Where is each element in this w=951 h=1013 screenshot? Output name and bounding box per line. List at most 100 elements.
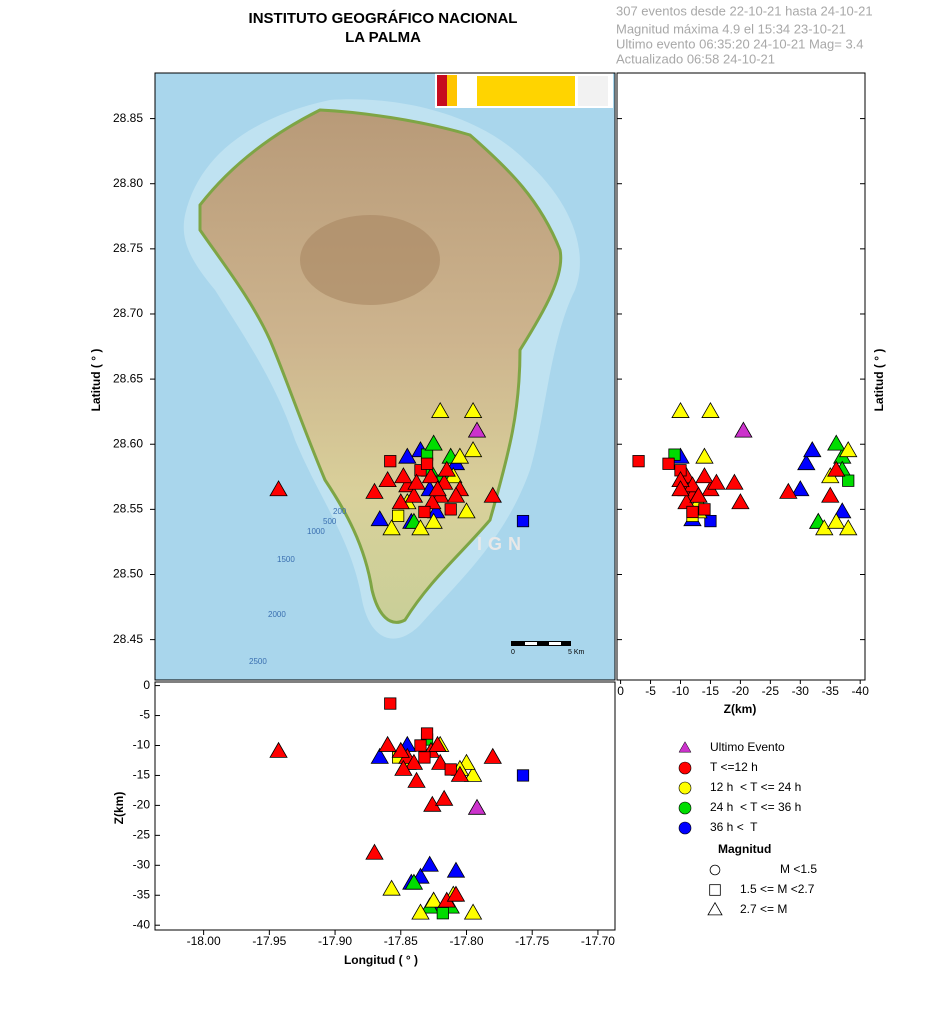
event-map (424, 434, 443, 451)
event-side (701, 401, 720, 418)
legend-symbol (709, 884, 721, 896)
map-points (269, 401, 530, 536)
depth-points (269, 697, 530, 920)
z-tick-label: -25 (762, 684, 780, 698)
event-side (797, 454, 816, 471)
event-side (671, 401, 690, 418)
contour-label: 1000 (307, 527, 325, 536)
x-tick-label: -17.70 (581, 934, 615, 948)
event-side (821, 486, 840, 503)
z-tick-label: -35 (822, 684, 840, 698)
z-tick-label: -40 (133, 917, 151, 931)
legend-symbol (678, 761, 692, 775)
legend-label: 12 h < T <= 24 h (710, 780, 801, 794)
event-depth (428, 735, 447, 752)
event-depth (394, 759, 413, 776)
y-tick-label: 28.80 (113, 176, 143, 190)
event-depth (414, 739, 427, 752)
legend-symbol (678, 801, 692, 815)
x-tick-label: -17.95 (252, 934, 286, 948)
event-depth (391, 741, 410, 758)
z-tick-label: -10 (672, 684, 690, 698)
event-side (839, 519, 858, 536)
event-depth (420, 727, 434, 740)
y-tick-label: 28.55 (113, 502, 143, 516)
z-tick-label: 0 (143, 678, 150, 692)
scale-label: 0 (511, 649, 515, 656)
z-tick-label: -15 (133, 768, 151, 782)
event-map (424, 512, 443, 529)
side-frame (616, 72, 866, 681)
z-tick-label: -25 (133, 828, 151, 842)
title: INSTITUTO GEOGRÁFICO NACIONAL (249, 10, 518, 27)
legend-label: 36 h < T (710, 820, 758, 834)
legend-symbol (678, 741, 692, 753)
event-side (698, 503, 711, 516)
event-map (365, 482, 384, 499)
contour-label: 500 (323, 517, 337, 526)
z-axis-label: Z(km) (112, 792, 126, 825)
z-tick-label: -30 (133, 857, 151, 871)
event-map (463, 401, 483, 418)
z-tick-label: -30 (792, 684, 810, 698)
event-depth (404, 873, 424, 890)
event-side (779, 482, 798, 499)
event-side (695, 467, 714, 484)
scale-label: 5 Km (568, 649, 585, 656)
event-depth (467, 798, 487, 815)
event-depth (370, 747, 389, 764)
event-map (444, 503, 457, 516)
event-depth (378, 735, 397, 752)
info-line: Ultimo evento 06:35:20 24-10-21 Mag= 3.4 (616, 36, 864, 51)
y-tick-label: 28.50 (113, 567, 143, 581)
info-line: 307 eventos desde 22-10-21 hasta 24-10-2… (616, 3, 873, 18)
watermark: IGN (477, 534, 527, 554)
y-tick-label: 28.65 (113, 371, 143, 385)
event-depth (446, 861, 466, 878)
event-depth (483, 747, 502, 764)
event-map (431, 401, 450, 418)
event-map (421, 467, 441, 484)
contour-label: 1500 (277, 555, 295, 564)
y-tick-label: 28.85 (113, 111, 143, 125)
event-side (707, 473, 726, 490)
event-map (420, 457, 434, 470)
event-map (378, 471, 397, 488)
x-tick-label: -18.00 (187, 934, 221, 948)
event-map (428, 480, 447, 497)
legend-title: Magnitud (718, 842, 771, 856)
event-side (632, 455, 645, 468)
z-axis-label: Z(km) (724, 702, 757, 716)
event-depth (384, 697, 397, 710)
x-axis-label: Longitud ( ° ) (344, 953, 418, 967)
event-depth (404, 753, 424, 770)
event-side (833, 502, 852, 519)
y-tick-label: 28.45 (113, 632, 143, 646)
z-tick-label: -20 (133, 798, 151, 812)
legend-symbol (709, 864, 721, 876)
event-map (398, 447, 417, 464)
legend-label: T <=12 h (710, 760, 758, 774)
event-side (827, 434, 846, 451)
y-axis-label: Latitud ( ° ) (872, 349, 886, 412)
z-tick-label: -40 (852, 684, 870, 698)
event-map (483, 486, 502, 503)
legend-label: 2.7 <= M (740, 902, 787, 916)
contour-label: 200 (333, 507, 347, 516)
event-side (671, 480, 690, 497)
x-tick-label: -17.90 (318, 934, 352, 948)
event-depth (365, 843, 384, 860)
event-depth (382, 879, 401, 896)
event-map (394, 467, 413, 484)
contour-label: 2500 (249, 657, 267, 666)
side-points (632, 401, 858, 536)
event-side (842, 474, 855, 487)
y-tick-label: 28.70 (113, 306, 143, 320)
event-map (382, 519, 401, 536)
event-side (695, 447, 714, 464)
event-depth (431, 753, 450, 770)
legend-symbol (707, 901, 723, 916)
map-background (155, 73, 615, 680)
legend-label: Ultimo Evento (710, 740, 785, 754)
